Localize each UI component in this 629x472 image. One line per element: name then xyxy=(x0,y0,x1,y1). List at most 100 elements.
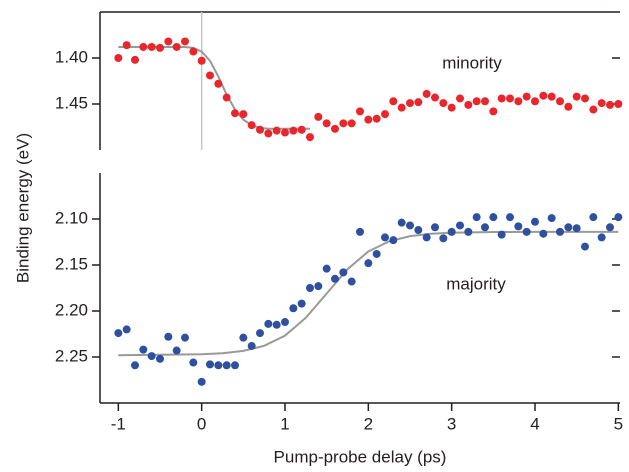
data-point xyxy=(597,99,606,108)
data-point xyxy=(406,99,414,108)
data-point xyxy=(489,107,498,116)
data-point xyxy=(147,352,156,361)
data-point xyxy=(414,98,423,107)
data-point xyxy=(372,114,381,123)
data-point xyxy=(131,361,139,370)
fit-line xyxy=(118,46,310,130)
data-point xyxy=(339,119,348,128)
data-point xyxy=(172,346,181,355)
data-point xyxy=(589,105,598,114)
data-point xyxy=(314,282,323,291)
data-point xyxy=(464,227,473,236)
data-point xyxy=(264,319,273,328)
data-point xyxy=(539,229,548,238)
data-point xyxy=(247,121,256,130)
data-point xyxy=(239,333,248,342)
data-point xyxy=(522,92,531,101)
data-point xyxy=(547,92,556,101)
data-point xyxy=(197,56,206,65)
data-point xyxy=(206,71,214,80)
data-point xyxy=(389,97,398,106)
data-point xyxy=(547,214,556,223)
data-point xyxy=(347,277,356,286)
data-point xyxy=(406,221,414,230)
data-point xyxy=(397,218,406,227)
y-axis-label: Binding energy (eV) xyxy=(13,133,32,283)
data-point xyxy=(256,329,264,338)
data-point xyxy=(422,233,431,242)
data-point xyxy=(414,226,423,235)
data-point xyxy=(572,224,581,233)
data-point xyxy=(156,43,164,52)
data-point xyxy=(589,213,598,222)
data-point xyxy=(231,109,239,118)
data-point xyxy=(506,213,514,222)
data-point xyxy=(514,97,523,106)
data-point xyxy=(164,332,173,341)
data-point xyxy=(514,222,523,231)
fit-line xyxy=(118,230,619,357)
data-point xyxy=(447,103,456,112)
y-tick-label: 2.10 xyxy=(55,208,88,227)
data-point xyxy=(322,119,331,128)
data-point xyxy=(556,227,564,236)
data-point xyxy=(614,100,623,108)
data-point xyxy=(531,97,539,106)
data-point xyxy=(189,47,198,56)
data-point xyxy=(297,125,306,134)
data-point xyxy=(322,264,331,273)
data-point xyxy=(114,329,123,338)
data-point xyxy=(364,259,373,268)
data-point xyxy=(364,115,373,124)
data-point xyxy=(389,236,398,245)
data-point xyxy=(314,112,323,121)
data-point xyxy=(506,94,514,103)
data-point xyxy=(372,249,381,258)
data-point xyxy=(331,274,339,283)
data-point xyxy=(114,54,123,62)
data-point xyxy=(456,221,464,230)
data-point xyxy=(447,227,456,236)
data-point xyxy=(122,41,131,50)
data-point xyxy=(456,94,464,103)
data-point xyxy=(289,126,298,135)
data-point xyxy=(347,119,356,128)
data-point xyxy=(147,42,156,51)
data-point xyxy=(381,233,389,242)
data-point xyxy=(247,341,256,350)
y-tick-label: 1.45 xyxy=(55,93,88,112)
data-point xyxy=(214,361,223,370)
data-point xyxy=(606,223,614,232)
data-point xyxy=(339,268,348,277)
data-point xyxy=(564,102,573,111)
data-point xyxy=(472,213,481,222)
data-point xyxy=(181,333,189,342)
data-point xyxy=(397,103,406,112)
data-point xyxy=(439,99,448,108)
data-point xyxy=(222,93,231,102)
data-point xyxy=(597,233,606,242)
data-point xyxy=(164,37,173,46)
annotation: minority xyxy=(442,53,502,72)
x-tick-label: 0 xyxy=(197,414,206,433)
data-point xyxy=(297,299,306,308)
data-point xyxy=(306,133,314,142)
data-point xyxy=(197,377,206,386)
y-tick-label: 2.25 xyxy=(55,346,88,365)
data-point xyxy=(131,55,139,64)
data-point xyxy=(156,354,164,363)
data-point xyxy=(522,227,531,236)
data-point xyxy=(256,125,264,134)
data-point xyxy=(264,129,273,138)
x-tick-label: 5 xyxy=(614,414,623,433)
y-tick-label: 2.15 xyxy=(55,254,88,273)
data-point xyxy=(481,223,489,232)
x-tick-label: 2 xyxy=(364,414,373,433)
data-point xyxy=(281,128,289,137)
data-point xyxy=(431,93,439,102)
data-point xyxy=(172,42,181,51)
data-point xyxy=(481,97,489,106)
data-point xyxy=(181,37,189,46)
data-point xyxy=(572,92,581,101)
